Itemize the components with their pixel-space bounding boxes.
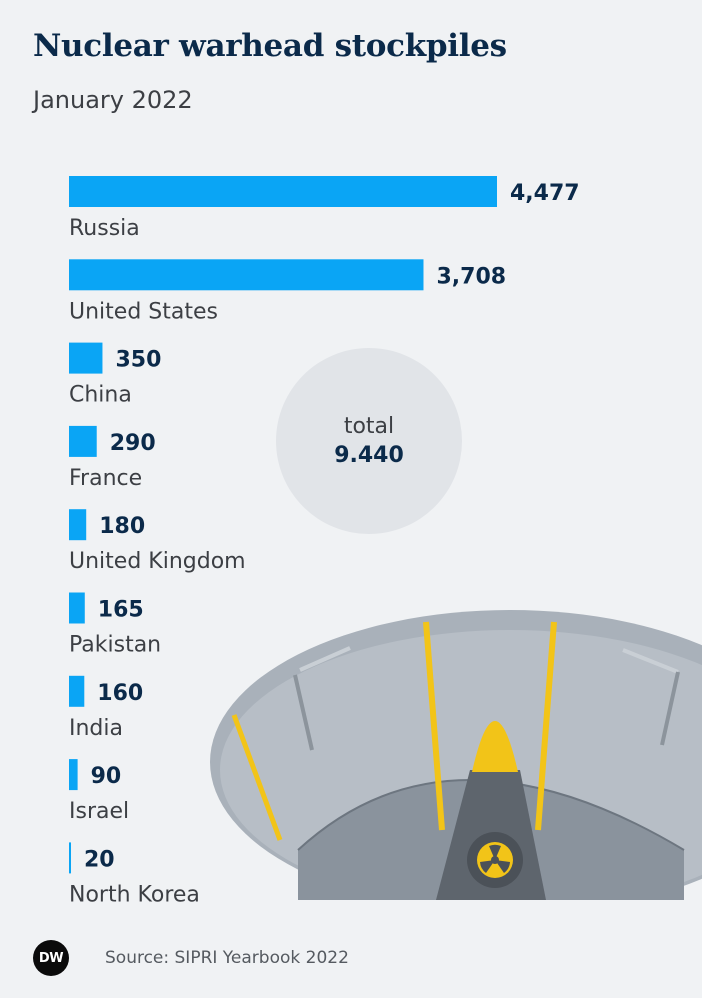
category-label: France	[69, 466, 142, 491]
total-bubble: total 9.440	[276, 348, 462, 534]
bar-france	[69, 425, 97, 457]
category-label: United Kingdom	[69, 549, 246, 574]
chart-subtitle: January 2022	[33, 86, 193, 114]
bar-pakistan	[69, 592, 85, 624]
data-label: 160	[97, 681, 143, 706]
bar-russia	[69, 176, 497, 207]
data-label: 3,708	[436, 264, 506, 289]
total-label: total	[343, 414, 395, 439]
category-label: Israel	[69, 799, 129, 824]
category-label: China	[69, 383, 132, 408]
footer: DW Source: SIPRI Yearbook 2022	[33, 940, 349, 976]
category-label: United States	[69, 299, 218, 324]
category-label: Pakistan	[69, 633, 161, 658]
bar-united-kingdom	[69, 509, 87, 541]
bar-israel	[69, 759, 78, 791]
category-label: Russia	[69, 216, 140, 241]
data-label: 90	[91, 764, 122, 789]
chart-title: Nuclear warhead stockpiles	[33, 28, 507, 64]
nuclear-missile-silo-icon	[210, 610, 702, 900]
source-note: Source: SIPRI Yearbook 2022	[105, 948, 349, 968]
data-label: 4,477	[510, 181, 580, 206]
data-label: 350	[115, 348, 161, 373]
data-label: 165	[98, 598, 144, 623]
category-label: North Korea	[69, 882, 200, 907]
bar-india	[69, 675, 85, 707]
bar-north-korea	[69, 842, 71, 874]
data-label: 290	[110, 431, 156, 456]
bar-united-states	[69, 259, 424, 291]
bar-chart: 4,477 Russia 3,708 United States 350 China 290…	[69, 176, 580, 907]
total-value: 9.440	[334, 443, 404, 468]
dw-logo: DW	[33, 940, 69, 976]
bar-china	[69, 342, 103, 374]
data-label: 180	[99, 514, 145, 539]
category-label: India	[69, 716, 123, 741]
data-label: 20	[84, 847, 115, 872]
